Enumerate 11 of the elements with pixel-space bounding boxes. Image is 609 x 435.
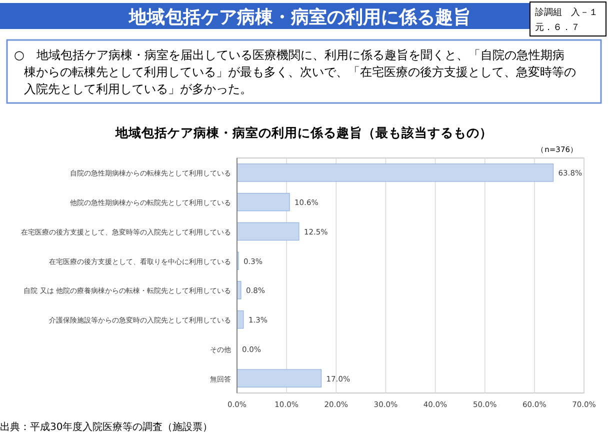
bar xyxy=(236,164,554,182)
text: 元．６．７ xyxy=(535,22,580,33)
bar xyxy=(236,222,300,241)
text: ○ 地域包括ケア病棟・病室を届出している医療機関に、利用に係る趣旨を聞くと、「自院の急性期病棟からの転棟先として利用している」が最も多く、次いで、「在宅医療の後方支援として、急変時等の入院先として利用している」が多かった。 xyxy=(14,48,576,96)
bar xyxy=(236,192,290,212)
text: 診調組 入－１ xyxy=(535,7,598,18)
bar xyxy=(236,310,244,329)
chart-subtitle: 地域包括ケア病棟・病室の利用に係る趣旨（最も該当するもの） xyxy=(114,125,492,140)
chart-title: 地域包括ケア病棟・病室の利用に係る趣旨 xyxy=(128,7,471,28)
source-note: 出典：平成30年度入院医療等の調査（施設票） xyxy=(0,421,213,433)
bar xyxy=(236,369,322,388)
